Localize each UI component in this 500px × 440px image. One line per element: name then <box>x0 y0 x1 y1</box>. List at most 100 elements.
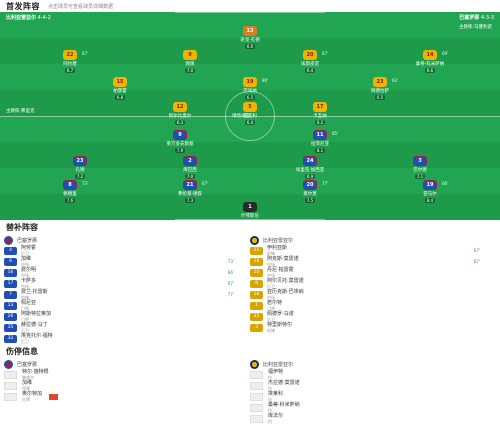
jersey-number: 10 <box>250 268 263 277</box>
player-name: 奥尔特加 <box>22 390 43 397</box>
player-home[interactable]: 21 弗伦基·德容 7.3 67' <box>160 180 220 203</box>
player-name: 佩佩 <box>185 62 195 67</box>
sub-player-row[interactable]: 13 佩尼亚 门将 <box>4 300 250 311</box>
player-away[interactable]: 13 迭戈·孔德 6.0 <box>220 26 280 49</box>
player-name: 桑蒂·科米萨纳 <box>415 62 445 67</box>
player-home[interactable]: 3 巴尔德 7.1 <box>390 156 450 179</box>
player-home[interactable]: 9 莱万多夫斯基 7.9 <box>150 130 210 153</box>
jersey-number: 32 <box>4 334 17 343</box>
player-position: 中场 <box>21 261 29 267</box>
player-name: 桑蒂·科米萨纳 <box>268 401 300 408</box>
player-away[interactable]: 23 佩德拉萨 6.5 63' <box>350 77 410 100</box>
jersey-number: 1 <box>243 202 257 212</box>
sub-player-row[interactable]: 18 阿克斯·莫雷诺 中场 67' <box>250 256 496 267</box>
home-subs-team: 巴塞罗那 <box>4 235 250 245</box>
player-name: 库巴西 <box>183 168 197 173</box>
player-avatar <box>250 370 263 379</box>
player-rating: 6.0 <box>244 44 256 49</box>
sub-player-row[interactable]: 8 阿尔贝托·莫雷诺 后卫 <box>250 278 496 289</box>
injury-reason: 伤 <box>268 374 272 380</box>
player-away[interactable]: 12 阿尔比奥尔 6.3 <box>150 102 210 125</box>
home-team-label: 巴塞罗那 4-3-3 <box>459 15 494 21</box>
player-name: 费尔明 <box>21 266 37 273</box>
injury-row[interactable]: 奥尔特加 红牌 <box>4 391 250 402</box>
player-name: 奥尔莫 <box>303 192 317 197</box>
sub-player-row[interactable]: 11 伊利亚斯 前锋 67' <box>250 245 496 256</box>
substitution-minute: 67' <box>82 51 89 56</box>
injury-row[interactable]: 特尔·施特根 膝盖伤 <box>4 369 250 380</box>
player-home[interactable]: 1什琴斯尼6.8 <box>220 202 280 220</box>
injury-row[interactable]: 库法尔伤 <box>250 413 496 424</box>
injury-row[interactable]: 埃莱科伤 <box>250 391 496 402</box>
player-name: 什琴斯尼 <box>241 214 259 219</box>
player-away[interactable]: 22 阿约塞 6.7 67' <box>40 50 100 73</box>
player-rating: 6.9 <box>304 174 316 179</box>
player-position: 后卫 <box>21 250 29 256</box>
injury-row[interactable]: 杰拉德·莫雷诺伤 <box>250 380 496 391</box>
subs-section: 巴塞罗那 4 阿劳霍 后卫 6 加维 中场 73' 16 费尔明 中场 66' 17 卡萨多 中场 67' 7… <box>0 235 500 344</box>
sub-player-row[interactable]: 17 卡萨多 中场 67' <box>4 278 250 289</box>
player-name: 加维 <box>22 379 33 386</box>
player-home[interactable]: 23 孔德 7.2 <box>50 156 110 179</box>
player-avatar <box>250 414 263 423</box>
player-away[interactable]: 5 巴克利 6.4 <box>220 102 280 125</box>
injury-info: 奥尔特加 红牌 <box>22 390 43 402</box>
injury-reason: 伤 <box>268 396 272 402</box>
sub-in-minute: 67' <box>227 281 234 286</box>
player-home[interactable]: 2 库巴西 7.0 <box>160 156 220 179</box>
sub-player-row[interactable]: 3 特里斯特尔 前锋 <box>250 322 496 333</box>
player-away[interactable]: 19 巴埃纳 6.5 80' <box>220 77 280 100</box>
sub-player-row[interactable]: 32 埃克托尔·福特 后卫 <box>4 333 250 344</box>
player-away[interactable]: 9 佩佩 7.0 <box>160 50 220 73</box>
injury-row[interactable]: 加维 停赛 <box>4 380 250 391</box>
sub-player-row[interactable]: 6 加维 中场 73' <box>4 256 250 267</box>
sub-player-row[interactable]: 16 费尔明 中场 66' <box>4 267 250 278</box>
villarreal-badge-icon <box>250 235 259 245</box>
substitution-minute: 63' <box>392 78 399 83</box>
jersey-number: 16 <box>250 290 263 299</box>
player-away[interactable]: 17 卡瓦纳 6.2 <box>290 102 350 125</box>
sub-player-info: 佩尼亚 门将 <box>21 300 36 311</box>
jersey-number: 23 <box>73 156 87 166</box>
lineup-header: 首发阵容 点击球员可查看球员详细数据 <box>0 0 500 12</box>
player-away[interactable]: 15 帕雷霍 6.8 <box>90 77 150 100</box>
sub-player-row[interactable]: 4 阿劳霍 后卫 <box>4 245 250 256</box>
player-home[interactable]: 24 埃里克·加西亚 6.9 <box>280 156 340 179</box>
sub-player-row[interactable]: 7 费兰·托雷斯 前锋 77' <box>4 289 250 300</box>
player-home[interactable]: 11 拉菲尼亚 8.1 85' <box>290 130 350 153</box>
sub-player-info: 加维 中场 <box>21 256 31 267</box>
jersey-number: 14 <box>423 50 437 60</box>
sub-in-minute: 66' <box>227 270 234 275</box>
sub-player-info: 亚历克斯·巴埃纳 中场 <box>267 289 304 300</box>
player-away[interactable]: 20 埃斯皮诺 6.4 67' <box>280 50 340 73</box>
player-rating: 6.4 <box>244 120 256 125</box>
away-team-label: 比利亚雷亚尔 4-4-2 <box>6 15 51 21</box>
player-home[interactable]: 20 奥尔莫 7.5 77' <box>280 180 340 203</box>
jersey-number: 35 <box>4 323 17 332</box>
player-name: 阿尔比奥尔 <box>168 114 192 119</box>
player-name: 迭戈·孔德 <box>240 38 260 43</box>
jersey-number: 24 <box>303 156 317 166</box>
sub-in-minute: 77' <box>227 292 234 297</box>
player-position: 中场 <box>21 272 29 278</box>
player-name: 帕雷霍 <box>113 89 127 94</box>
substitution-minute: 66' <box>442 181 449 186</box>
player-rating: 7.6 <box>64 198 76 203</box>
sub-player-row[interactable]: 26 阿斯特拉莱加 门将 <box>4 311 250 322</box>
injury-row[interactable]: 福伊特伤 <box>250 369 496 380</box>
sub-player-row[interactable]: 1 若尔特 门将 <box>250 300 496 311</box>
sub-player-row[interactable]: 16 亚历克斯·巴埃纳 中场 <box>250 289 496 300</box>
player-home[interactable]: 8 佩德里 7.6 73' <box>40 180 100 203</box>
substitution-minute: 69' <box>442 51 449 56</box>
player-name: 埃里克·加西亚 <box>295 168 325 173</box>
injury-reason: 伤 <box>268 385 272 391</box>
sub-player-row[interactable]: 25 佩德罗·马诺 后卫 <box>250 311 496 322</box>
player-away[interactable]: 14 桑蒂·科米萨纳 6.6 69' <box>400 50 460 73</box>
sub-player-row[interactable]: 10 丹尼·帕雷霍 中场 <box>250 267 496 278</box>
sub-player-info: 阿尔贝托·莫雷诺 后卫 <box>267 278 304 289</box>
jersey-number: 17 <box>4 279 17 288</box>
player-name: 埃斯皮诺 <box>301 62 319 67</box>
player-home[interactable]: 19 亚马尔 8.4 66' <box>400 180 460 203</box>
injury-row[interactable]: 桑蒂·科米萨纳伤 <box>250 402 496 413</box>
sub-player-row[interactable]: 35 赫拉德·马丁 后卫 <box>4 322 250 333</box>
